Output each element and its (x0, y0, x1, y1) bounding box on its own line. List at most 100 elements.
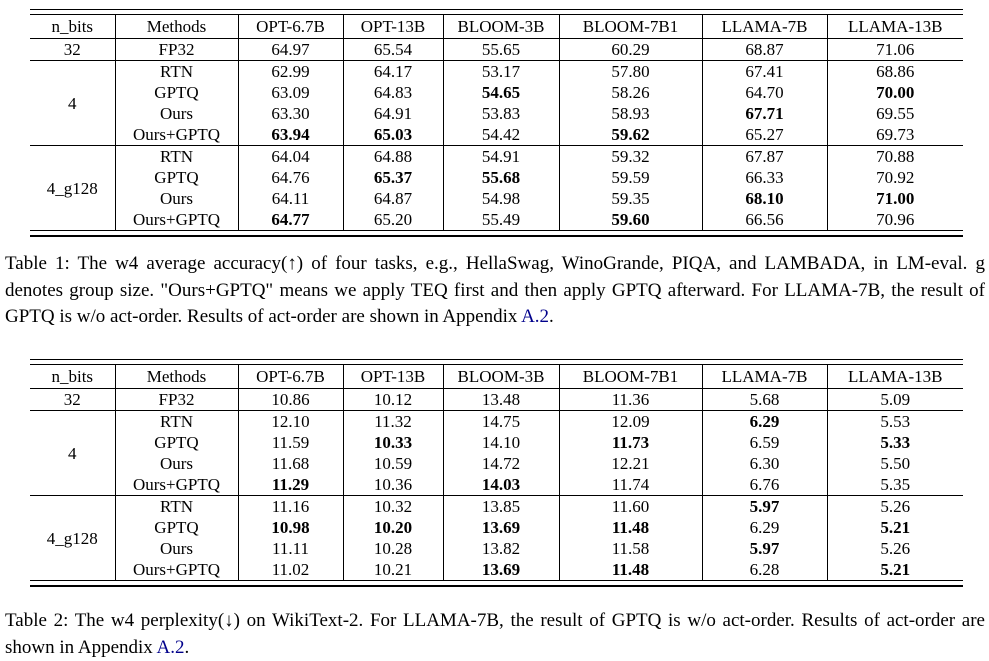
value-cell: 5.97 (701, 495, 827, 517)
value-cell: 55.65 (442, 38, 559, 61)
table-row: Ours 11.11 10.28 13.82 11.58 5.97 5.26 (30, 538, 963, 559)
value-cell: 64.88 (342, 145, 443, 167)
value-cell: 65.54 (342, 38, 443, 61)
value-cell: 11.48 (558, 559, 702, 581)
column-header: LLAMA-7B (701, 364, 827, 389)
value-cell: 53.17 (442, 60, 559, 82)
value-cell: 10.21 (342, 559, 443, 581)
value-cell: 10.98 (237, 517, 343, 538)
value-cell: 70.92 (826, 167, 963, 188)
value-cell: 5.26 (826, 495, 963, 517)
method-cell: Ours (114, 538, 238, 559)
value-cell: 11.16 (237, 495, 343, 517)
value-cell: 13.48 (442, 388, 559, 411)
value-cell: 64.91 (342, 103, 443, 124)
value-cell: 70.88 (826, 145, 963, 167)
value-cell: 6.76 (701, 474, 827, 496)
value-cell: 60.29 (558, 38, 702, 61)
value-cell: 62.99 (237, 60, 343, 82)
value-cell: 11.29 (237, 474, 343, 496)
row-group: 4 RTN 12.10 11.32 14.75 12.09 6.29 5.53 GPTQ 11.5… (30, 410, 963, 496)
value-cell: 14.03 (442, 474, 559, 496)
table-row: Ours 63.30 64.91 53.83 58.93 67.71 69.55 (30, 103, 963, 124)
column-header: BLOOM-7B1 (558, 364, 702, 389)
value-cell: 64.11 (237, 188, 343, 209)
value-cell: 67.71 (701, 103, 827, 124)
value-cell: 68.10 (701, 188, 827, 209)
method-cell: GPTQ (114, 432, 238, 453)
value-cell: 65.03 (342, 124, 443, 146)
value-cell: 64.04 (237, 145, 343, 167)
results-table: n_bits Methods OPT-6.7B OPT-13B BLOOM-3B BLOO… (30, 364, 963, 581)
method-cell: FP32 (114, 388, 238, 411)
value-cell: 6.29 (701, 410, 827, 432)
value-cell: 13.82 (442, 538, 559, 559)
value-cell: 64.76 (237, 167, 343, 188)
table-row: GPTQ 11.59 10.33 14.10 11.73 6.59 5.33 (30, 432, 963, 453)
value-cell: 10.59 (342, 453, 443, 474)
table-row: 32 FP32 64.97 65.54 55.65 60.29 68.87 71.06 (30, 38, 963, 61)
column-header: OPT-13B (342, 364, 443, 389)
column-header: n_bits (30, 14, 115, 39)
value-cell: 66.33 (701, 167, 827, 188)
value-cell: 70.96 (826, 209, 963, 231)
row-group: 4_g128 RTN 64.04 64.88 54.91 59.32 67.87 70.88 G… (30, 145, 963, 231)
table-row: GPTQ 10.98 10.20 13.69 11.48 6.29 5.21 (30, 517, 963, 538)
value-cell: 6.28 (701, 559, 827, 581)
table-row: Ours+GPTQ 64.77 65.20 55.49 59.60 66.56 70.96 (30, 209, 963, 231)
value-cell: 11.59 (237, 432, 343, 453)
caption-text: Table 2: The w4 perplexity(↓) on WikiTex… (5, 610, 985, 658)
value-cell: 5.26 (826, 538, 963, 559)
table-row: Ours 64.11 64.87 54.98 59.35 68.10 71.00 (30, 188, 963, 209)
value-cell: 68.87 (701, 38, 827, 61)
header-row: n_bits Methods OPT-6.7B OPT-13B BLOOM-3B BLOO… (30, 14, 963, 39)
value-cell: 11.60 (558, 495, 702, 517)
column-header: LLAMA-13B (826, 14, 963, 39)
value-cell: 13.85 (442, 495, 559, 517)
table-row: 4_g128 RTN 11.16 10.32 13.85 11.60 5.97 5.26 (30, 495, 963, 548)
nbits-cell: 32 (63, 40, 81, 59)
column-header: BLOOM-7B1 (558, 14, 702, 39)
value-cell: 54.98 (442, 188, 559, 209)
value-cell: 64.97 (237, 38, 343, 61)
method-cell: Ours+GPTQ (114, 559, 238, 581)
column-header: LLAMA-7B (701, 14, 827, 39)
value-cell: 59.62 (558, 124, 702, 146)
value-cell: 6.59 (701, 432, 827, 453)
results-table: n_bits Methods OPT-6.7B OPT-13B BLOOM-3B BLOO… (30, 14, 963, 231)
method-cell: Ours+GPTQ (114, 474, 238, 496)
nbits-cell: 32 (63, 390, 81, 409)
value-cell: 65.20 (342, 209, 443, 231)
value-cell: 11.02 (237, 559, 343, 581)
table-row: 4 RTN 62.99 64.17 53.17 57.80 67.41 68.86 (30, 60, 963, 113)
method-cell: Ours (114, 188, 238, 209)
value-cell: 67.41 (701, 60, 827, 82)
method-cell: GPTQ (114, 517, 238, 538)
value-cell: 5.09 (826, 388, 963, 411)
value-cell: 55.68 (442, 167, 559, 188)
appendix-link[interactable]: A.2 (521, 306, 550, 327)
value-cell: 63.94 (237, 124, 343, 146)
value-cell: 64.83 (342, 82, 443, 103)
column-header: OPT-13B (342, 14, 443, 39)
method-cell: GPTQ (114, 82, 238, 103)
value-cell: 10.20 (342, 517, 443, 538)
value-cell: 54.65 (442, 82, 559, 103)
method-cell: RTN (114, 60, 238, 82)
value-cell: 11.32 (342, 410, 443, 432)
column-header: LLAMA-13B (826, 364, 963, 389)
row-group: 32 FP32 10.86 10.12 13.48 11.36 5.68 5.09 (30, 388, 963, 411)
value-cell: 65.37 (342, 167, 443, 188)
value-cell: 69.73 (826, 124, 963, 146)
caption-text: . (184, 636, 190, 658)
value-cell: 53.83 (442, 103, 559, 124)
value-cell: 10.86 (237, 388, 343, 411)
table-row: GPTQ 63.09 64.83 54.65 58.26 64.70 70.00 (30, 82, 963, 103)
value-cell: 58.26 (558, 82, 702, 103)
method-cell: FP32 (114, 38, 238, 61)
appendix-link[interactable]: A.2 (156, 636, 185, 658)
value-cell: 5.53 (826, 410, 963, 432)
table-1-caption: Table 1: The w4 average accuracy(↑) of f… (5, 251, 985, 331)
table-row: 4_g128 RTN 64.04 64.88 54.91 59.32 67.87 70.88 (30, 145, 963, 198)
value-cell: 66.56 (701, 209, 827, 231)
